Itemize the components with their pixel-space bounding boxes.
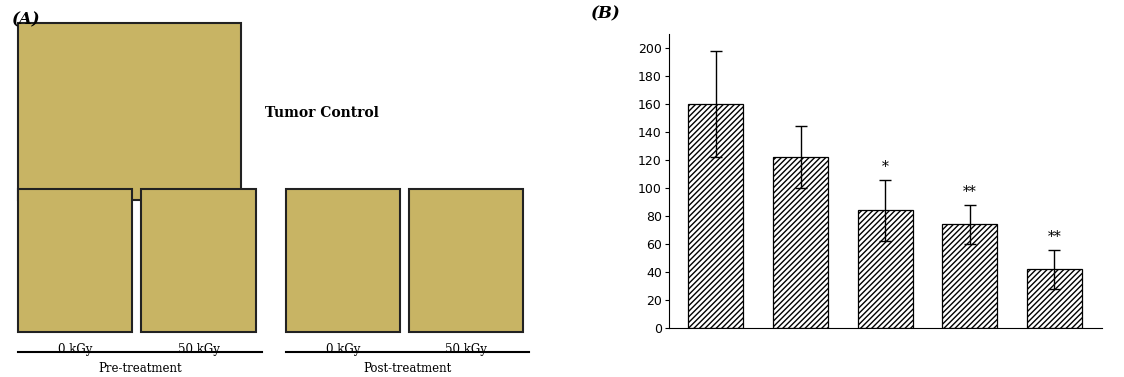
- Text: Tumor Control: Tumor Control: [264, 106, 379, 120]
- Bar: [21, 190, 129, 330]
- Text: 0 kGy: 0 kGy: [58, 343, 92, 356]
- Text: 50 kGy: 50 kGy: [178, 343, 219, 356]
- Text: **: **: [1048, 230, 1061, 244]
- Bar: [285, 188, 400, 332]
- Text: Post-treatment: Post-treatment: [363, 362, 452, 375]
- Text: (A): (A): [12, 11, 40, 28]
- Bar: [21, 25, 237, 198]
- Text: 50 kGy: 50 kGy: [445, 343, 487, 356]
- Bar: [409, 188, 523, 332]
- Text: **: **: [963, 185, 977, 199]
- Bar: [1027, 269, 1081, 328]
- Bar: [688, 104, 743, 328]
- Bar: [142, 188, 255, 332]
- Bar: [411, 190, 520, 330]
- Text: 0 kGy: 0 kGy: [326, 343, 360, 356]
- Bar: [144, 190, 253, 330]
- Bar: [773, 157, 828, 328]
- Bar: [942, 224, 997, 328]
- Text: Pre-treatment: Pre-treatment: [98, 362, 182, 375]
- Bar: [289, 190, 397, 330]
- Text: (B): (B): [591, 5, 620, 22]
- Bar: [858, 210, 913, 328]
- Text: *: *: [881, 160, 889, 174]
- Bar: [18, 23, 241, 200]
- Bar: [18, 188, 133, 332]
